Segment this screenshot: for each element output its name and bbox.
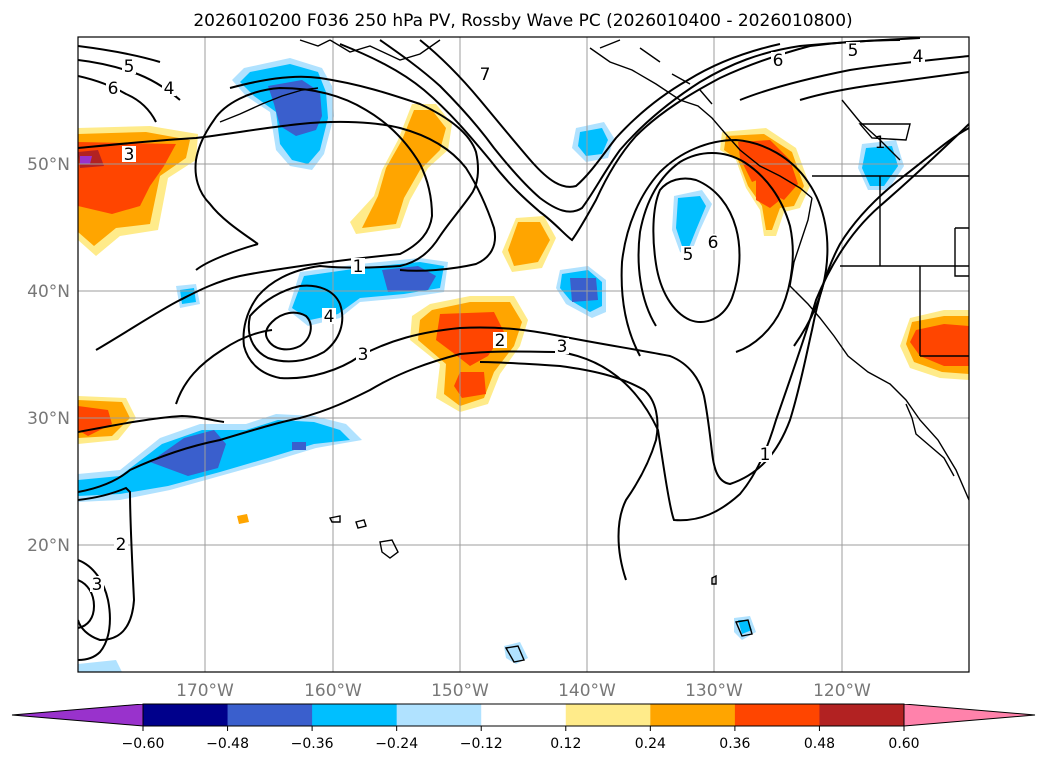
colorbar-label: 0.48 xyxy=(804,736,835,752)
lat-label: 20°N xyxy=(27,536,70,556)
lat-labels: 20°N 30°N 40°N 50°N xyxy=(27,155,70,556)
lon-label: 150°W xyxy=(431,681,489,701)
contour-label: 6 xyxy=(108,79,119,99)
map-frame xyxy=(77,36,970,673)
lat-label: 40°N xyxy=(27,282,70,302)
contour-label: 1 xyxy=(875,133,886,153)
contour-label: 5 xyxy=(683,245,694,265)
colorbar-label: −0.12 xyxy=(460,736,503,752)
colorbar-label: −0.48 xyxy=(206,736,249,752)
lon-label: 120°W xyxy=(813,681,871,701)
lat-label: 30°N xyxy=(27,409,70,429)
contour-label: 7 xyxy=(480,65,491,85)
contour-label: 4 xyxy=(164,79,175,99)
lon-label: 140°W xyxy=(558,681,616,701)
contour-label: 1 xyxy=(760,445,771,465)
contour-label: 5 xyxy=(848,41,859,61)
colorbar-segment xyxy=(819,704,905,726)
colorbar-segment xyxy=(650,704,736,726)
colorbar-segment xyxy=(312,704,398,726)
colorbar-label: −0.60 xyxy=(122,736,165,752)
contour-label: 2 xyxy=(116,535,127,555)
colorbar: −0.60 −0.48 −0.36 −0.24 −0.12 0.12 0.24 0.36 0.4… xyxy=(11,703,1036,752)
colorbar-segment xyxy=(481,704,567,726)
colorbar-outline xyxy=(11,703,1036,727)
contour-label: 4 xyxy=(913,47,924,67)
colorbar-segment xyxy=(565,704,651,726)
colorbar-label: 0.12 xyxy=(550,736,581,752)
contour-label: 1 xyxy=(353,257,364,277)
colorbar-label: 0.24 xyxy=(635,736,666,752)
colorbar-extend-min xyxy=(12,704,143,726)
contour-label: 2 xyxy=(495,331,506,351)
lon-label: 170°W xyxy=(176,681,234,701)
contour-label: 3 xyxy=(557,337,568,357)
pv-contour-labels: 5 6 4 3 7 1 4 3 2 3 6 5 4 6 5 1 1 2 3 xyxy=(90,41,925,595)
colorbar-label: 0.36 xyxy=(719,736,750,752)
map-area: 5 6 4 3 7 1 4 3 2 3 6 5 4 6 5 1 1 2 3 xyxy=(78,37,969,672)
contour-label: 3 xyxy=(124,145,135,165)
colorbar-segment xyxy=(143,704,229,726)
contour-label: 4 xyxy=(324,307,335,327)
contour-label: 6 xyxy=(773,51,784,71)
pv-contours xyxy=(78,37,969,661)
colorbar-label: −0.36 xyxy=(291,736,334,752)
contour-label: 3 xyxy=(92,575,103,595)
contour-label: 3 xyxy=(358,345,369,365)
colorbar-label: −0.24 xyxy=(375,736,418,752)
colorbar-extend-max xyxy=(904,704,1035,726)
contour-label: 5 xyxy=(124,57,135,77)
lat-label: 50°N xyxy=(27,155,70,175)
lon-labels: 170°W 160°W 150°W 140°W 130°W 120°W xyxy=(176,681,871,701)
coastlines xyxy=(219,39,969,663)
chart-title: 2026010200 F036 250 hPa PV, Rossby Wave … xyxy=(193,11,852,31)
colorbar-segment xyxy=(734,704,820,726)
colorbar-label: 0.60 xyxy=(888,736,919,752)
colorbar-segment xyxy=(396,704,482,726)
lon-label: 160°W xyxy=(304,681,362,701)
contour-label: 6 xyxy=(708,233,719,253)
lon-label: 130°W xyxy=(685,681,743,701)
colorbar-segment xyxy=(227,704,313,726)
